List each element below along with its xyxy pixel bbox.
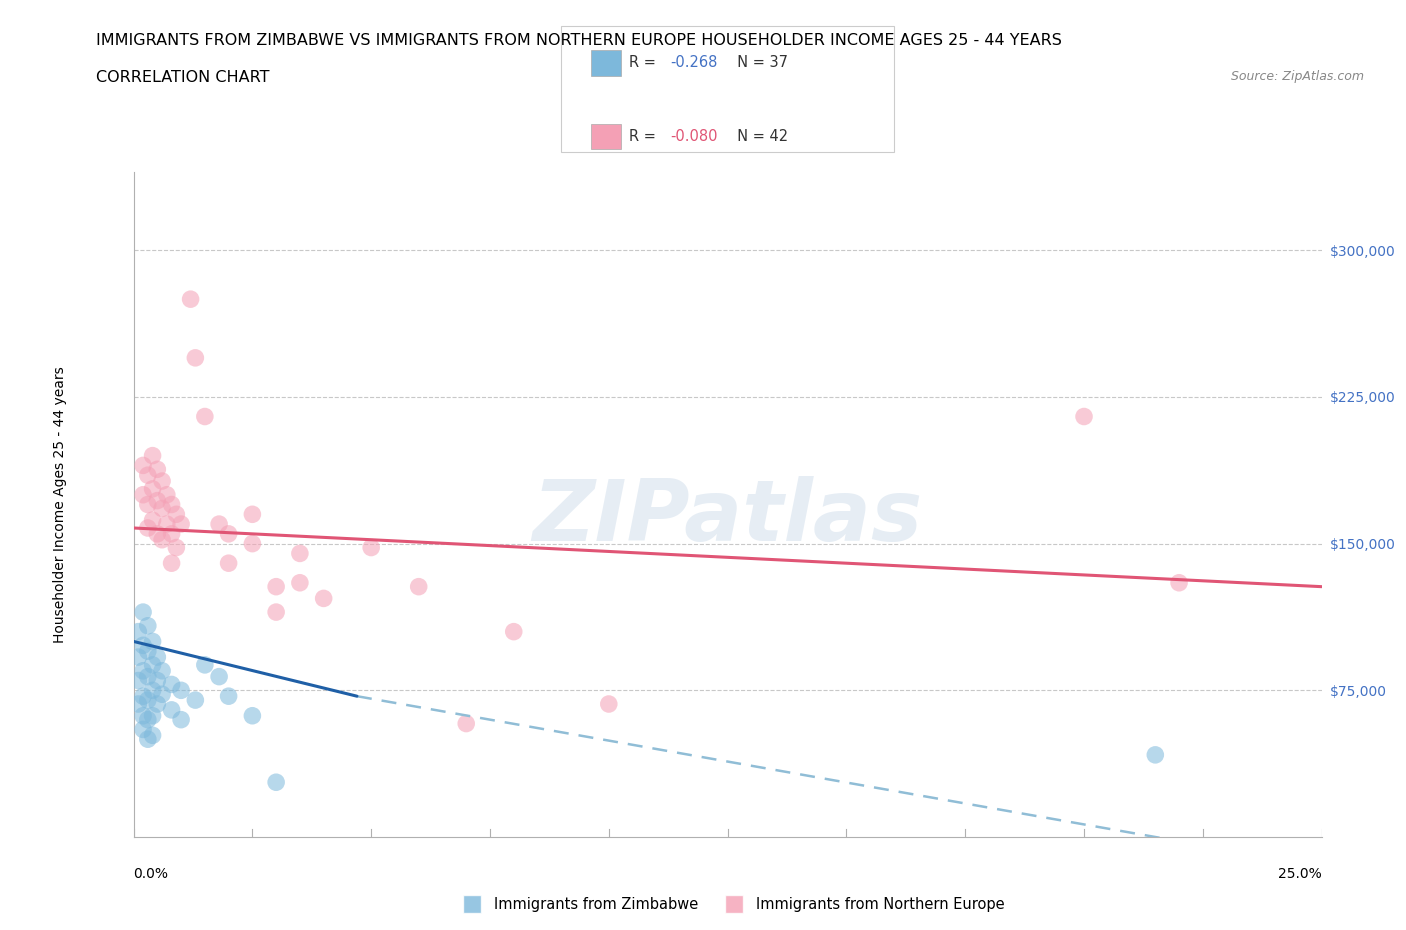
Point <box>360 540 382 555</box>
Point <box>170 517 193 532</box>
Point <box>288 576 311 591</box>
Point <box>218 526 240 541</box>
Point <box>136 732 159 747</box>
Point <box>160 702 183 717</box>
Text: 25.0%: 25.0% <box>1278 867 1322 881</box>
Point <box>132 663 155 678</box>
Text: R =: R = <box>628 128 661 143</box>
Point <box>146 673 169 688</box>
Point <box>142 709 165 724</box>
Point <box>142 728 165 743</box>
Point <box>242 537 264 551</box>
Point <box>136 618 159 633</box>
Point <box>160 556 183 571</box>
Point <box>242 709 264 724</box>
FancyBboxPatch shape <box>561 26 894 153</box>
Point <box>136 712 159 727</box>
Point <box>165 540 187 555</box>
Point <box>150 663 173 678</box>
Legend: Immigrants from Zimbabwe, Immigrants from Northern Europe: Immigrants from Zimbabwe, Immigrants fro… <box>451 891 1011 918</box>
Text: N = 37: N = 37 <box>728 56 787 71</box>
Point <box>132 709 155 724</box>
Point <box>150 473 173 488</box>
Text: -0.080: -0.080 <box>671 128 718 143</box>
Point <box>160 677 183 692</box>
Point <box>208 670 231 684</box>
Point <box>218 556 240 571</box>
Text: N = 42: N = 42 <box>728 128 787 143</box>
Point <box>136 670 159 684</box>
Point <box>136 693 159 708</box>
Point <box>160 526 183 541</box>
Point <box>132 638 155 653</box>
Point <box>150 501 173 516</box>
Point <box>132 487 155 502</box>
Point <box>184 693 207 708</box>
Point <box>170 683 193 698</box>
Point <box>180 292 202 307</box>
Text: 0.0%: 0.0% <box>134 867 169 881</box>
Point <box>1144 748 1167 763</box>
Point <box>170 712 193 727</box>
Text: R =: R = <box>628 56 661 71</box>
Text: IMMIGRANTS FROM ZIMBABWE VS IMMIGRANTS FROM NORTHERN EUROPE HOUSEHOLDER INCOME A: IMMIGRANTS FROM ZIMBABWE VS IMMIGRANTS F… <box>96 33 1062 47</box>
Point <box>1168 576 1191 591</box>
Bar <box>591 124 620 149</box>
Point <box>264 579 287 594</box>
Bar <box>591 50 620 75</box>
Point <box>142 448 165 463</box>
Text: -0.268: -0.268 <box>671 56 718 71</box>
Point <box>142 683 165 698</box>
Point <box>150 686 173 701</box>
Point <box>150 532 173 547</box>
Point <box>264 604 287 619</box>
Point <box>456 716 478 731</box>
Point <box>165 507 187 522</box>
Point <box>242 507 264 522</box>
Point <box>136 468 159 483</box>
Point <box>312 591 335 605</box>
Point <box>132 458 155 472</box>
Point <box>408 579 430 594</box>
Point <box>132 604 155 619</box>
Point <box>264 775 287 790</box>
Point <box>502 624 524 639</box>
Point <box>142 658 165 672</box>
Point <box>184 351 207 365</box>
Point <box>194 409 217 424</box>
Point <box>132 689 155 704</box>
Point <box>598 697 620 711</box>
Point <box>142 512 165 527</box>
Point <box>194 658 217 672</box>
Point <box>208 517 231 532</box>
Point <box>156 487 179 502</box>
Point <box>132 722 155 737</box>
Text: ZIPatlas: ZIPatlas <box>533 476 922 559</box>
Text: Householder Income Ages 25 - 44 years: Householder Income Ages 25 - 44 years <box>53 366 67 643</box>
Point <box>127 673 149 688</box>
Point <box>136 498 159 512</box>
Text: Source: ZipAtlas.com: Source: ZipAtlas.com <box>1230 70 1364 83</box>
Point <box>1073 409 1095 424</box>
Point <box>127 624 149 639</box>
Point <box>146 462 169 477</box>
Text: CORRELATION CHART: CORRELATION CHART <box>96 70 269 85</box>
Point <box>218 689 240 704</box>
Point <box>146 650 169 665</box>
Point <box>156 517 179 532</box>
Point <box>136 644 159 658</box>
Point <box>288 546 311 561</box>
Point <box>146 697 169 711</box>
Point <box>146 526 169 541</box>
Point <box>146 493 169 508</box>
Point <box>142 482 165 497</box>
Point <box>142 634 165 649</box>
Point <box>160 498 183 512</box>
Point <box>136 521 159 536</box>
Point <box>127 697 149 711</box>
Point <box>127 650 149 665</box>
